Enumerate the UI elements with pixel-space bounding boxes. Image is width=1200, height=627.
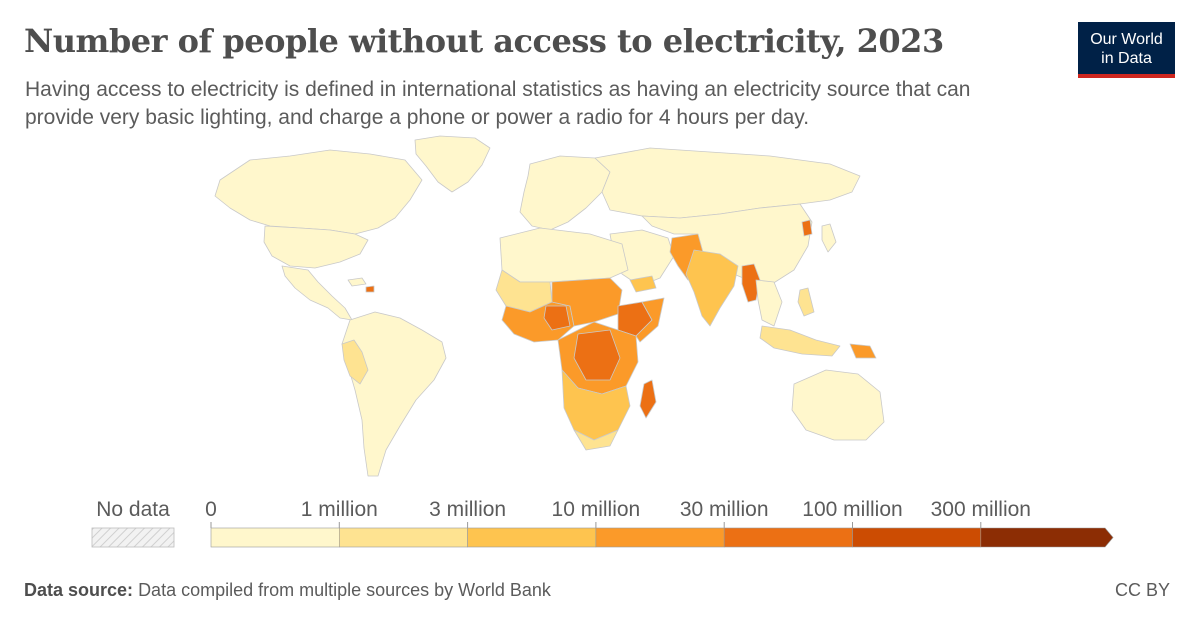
legend-label-5: 100 million <box>802 498 902 521</box>
legend-label-2: 3 million <box>429 498 506 521</box>
region-haiti[interactable] <box>365 285 375 293</box>
region-caribbean[interactable] <box>347 277 367 287</box>
region-canada[interactable] <box>214 149 423 235</box>
region-dr-congo[interactable] <box>573 329 621 381</box>
region-united-states[interactable] <box>263 225 369 269</box>
legend-label-6: 300 million <box>931 498 1031 521</box>
legend-label-0: 0 <box>205 498 217 521</box>
region-south-africa[interactable] <box>573 429 619 451</box>
legend-swatch-4[interactable] <box>723 527 853 548</box>
owid-logo[interactable]: Our World in Data <box>1078 22 1175 78</box>
chart-subtitle: Having access to electricity is defined … <box>25 78 971 129</box>
world-map[interactable] <box>190 130 890 490</box>
region-greenland[interactable] <box>414 135 491 193</box>
legend-no-data-text: No data <box>96 498 170 521</box>
legend-swatch-1[interactable] <box>338 527 468 548</box>
legend-label-4: 30 million <box>680 498 769 521</box>
data-source-label: Data source: <box>24 580 134 600</box>
region-india[interactable] <box>685 249 739 327</box>
region-north-africa[interactable] <box>499 227 629 283</box>
region-central-east-asia[interactable] <box>641 203 813 285</box>
region-australia[interactable] <box>791 369 885 441</box>
region-southern-africa[interactable] <box>561 369 631 441</box>
region-philippines[interactable] <box>797 287 815 317</box>
region-somalia[interactable] <box>635 297 665 343</box>
region-russia[interactable] <box>594 147 861 219</box>
region-peru[interactable] <box>341 339 369 385</box>
region-papua-new-guinea[interactable] <box>849 343 877 359</box>
legend-swatch-0[interactable] <box>210 527 340 548</box>
chart-title: Number of people without access to elect… <box>24 22 944 60</box>
region-mexico[interactable] <box>281 265 353 321</box>
data-source-text: Data compiled from multiple sources by W… <box>138 580 551 600</box>
region-southeast-asia[interactable] <box>755 279 783 327</box>
logo-line-1: Our World <box>1090 31 1163 48</box>
region-south-america[interactable] <box>341 311 447 477</box>
region-japan[interactable] <box>821 223 837 253</box>
region-europe[interactable] <box>519 155 611 231</box>
region-nigeria[interactable] <box>543 305 571 331</box>
logo-line-2: in Data <box>1101 50 1152 67</box>
legend-label-1: 1 million <box>301 498 378 521</box>
legend-no-data-swatch <box>91 527 175 548</box>
legend-bar: No data 0 1 million 3 million 10 million 30 … <box>91 498 1114 548</box>
region-yemen[interactable] <box>629 275 657 293</box>
legend-swatch-6[interactable] <box>980 527 1114 548</box>
region-myanmar[interactable] <box>741 263 761 303</box>
region-indonesia[interactable] <box>759 325 841 357</box>
region-madagascar[interactable] <box>639 379 657 419</box>
legend-swatch-3[interactable] <box>595 527 725 548</box>
region-north-korea[interactable] <box>801 219 813 237</box>
license-link[interactable]: CC BY <box>1114 580 1170 600</box>
legend-swatch-2[interactable] <box>467 527 597 548</box>
legend-swatch-5[interactable] <box>852 527 982 548</box>
legend-label-3: 10 million <box>552 498 641 521</box>
data-source: Data source: Data compiled from multiple… <box>24 580 551 601</box>
